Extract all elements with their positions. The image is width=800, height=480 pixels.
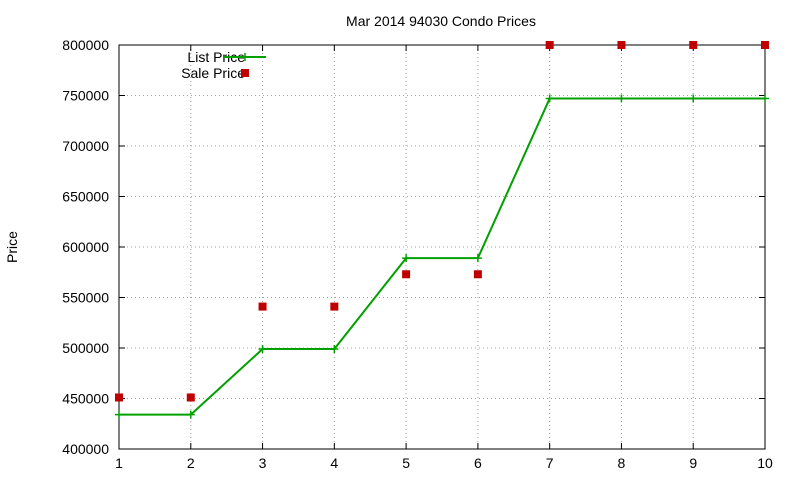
axes: 400000 450000 500000 550000 600000 650000 7000… <box>62 37 773 471</box>
data-point <box>115 410 123 419</box>
data-point <box>689 41 698 49</box>
x-tick-label: 5 <box>402 455 410 471</box>
y-tick-label: 750000 <box>62 88 109 104</box>
series-line <box>119 97 765 416</box>
y-tick-label: 500000 <box>62 340 109 356</box>
data-point <box>330 345 339 354</box>
y-tick-label: 700000 <box>62 138 109 154</box>
data-point <box>186 410 195 419</box>
legend-marker <box>241 53 249 61</box>
x-tick-label: 9 <box>689 455 697 471</box>
chart-title: Mar 2014 94030 Condo Prices <box>346 13 536 29</box>
data-point <box>689 94 698 103</box>
y-tick-label: 600000 <box>62 239 109 255</box>
data-point <box>761 41 769 49</box>
data-point <box>617 41 626 49</box>
x-tick-label: 8 <box>618 455 626 471</box>
data-point <box>402 270 411 279</box>
data-point <box>258 345 267 354</box>
y-tick-label: 800000 <box>62 37 109 53</box>
legend-marker <box>241 69 249 77</box>
x-tick-label: 7 <box>546 455 554 471</box>
y-tick-label: 400000 <box>62 441 109 457</box>
data-point <box>545 41 554 49</box>
data-point <box>402 254 411 263</box>
y-axis-label: Price <box>4 231 20 263</box>
series-list-price <box>115 94 769 419</box>
y-tick-label: 650000 <box>62 189 109 205</box>
data-point <box>258 302 267 311</box>
y-tick-label: 450000 <box>62 391 109 407</box>
y-tick-label: 550000 <box>62 290 109 306</box>
x-tick-label: 10 <box>757 455 773 471</box>
legend-label: List Price <box>187 49 245 65</box>
series-layer <box>115 41 769 419</box>
x-tick-label: 3 <box>259 455 267 471</box>
legend-label: Sale Price <box>181 65 245 81</box>
grid-lines <box>119 45 765 449</box>
data-point <box>545 94 554 103</box>
data-point <box>761 94 769 103</box>
x-tick-label: 6 <box>474 455 482 471</box>
x-tick-label: 2 <box>187 455 195 471</box>
data-point <box>473 254 482 263</box>
data-point <box>115 393 123 402</box>
data-point <box>617 94 626 103</box>
x-tick-label: 4 <box>330 455 338 471</box>
data-point <box>186 393 195 402</box>
series-sale-price <box>115 41 769 402</box>
x-tick-label: 1 <box>115 455 123 471</box>
data-point <box>330 302 339 311</box>
data-point <box>473 270 482 279</box>
